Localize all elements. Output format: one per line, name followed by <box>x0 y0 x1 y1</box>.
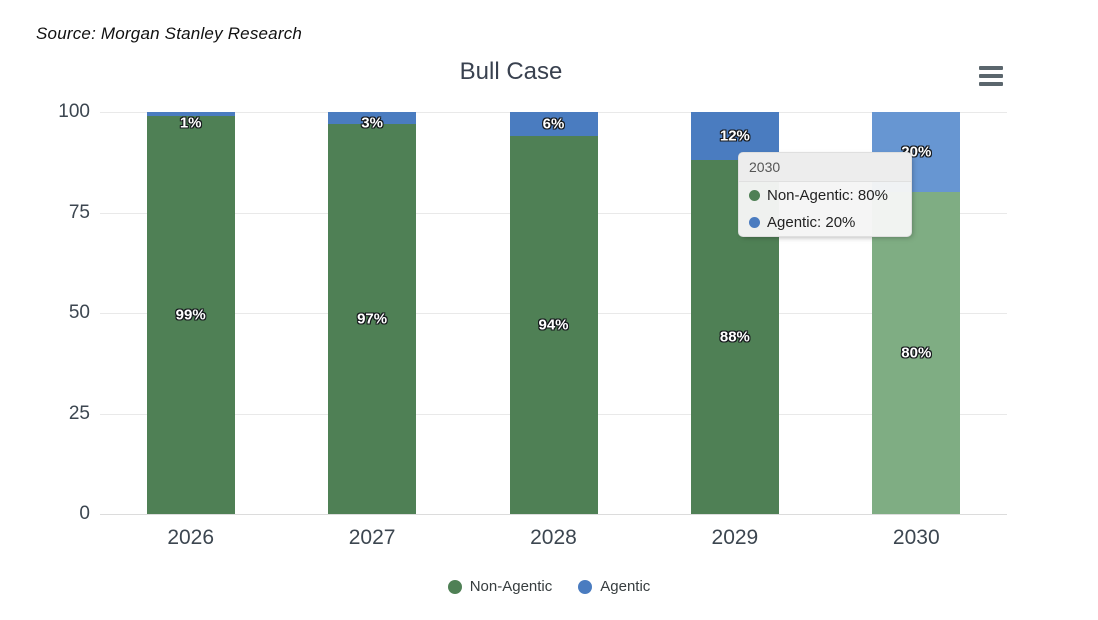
bar-segment-non-agentic[interactable] <box>872 192 961 514</box>
bar-2028[interactable]: 94% 6% <box>509 112 598 514</box>
x-tick-label: 2029 <box>711 526 759 549</box>
bar-segment-non-agentic[interactable] <box>328 124 417 514</box>
y-tick-label: 100 <box>58 101 90 122</box>
x-tick-label: 2028 <box>530 526 577 549</box>
y-tick-label: 25 <box>68 402 90 424</box>
data-label-agentic: 1% <box>179 114 202 132</box>
bar-segment-agentic[interactable] <box>509 112 598 137</box>
data-label-non-agentic: 99% <box>175 306 206 324</box>
legend-dot-icon <box>578 579 593 594</box>
x-tick-label: 2030 <box>892 526 940 549</box>
legend-label: Agentic <box>600 578 651 595</box>
legend-label: Non-Agentic <box>469 578 553 595</box>
bar-2029[interactable]: 88% 12% <box>690 112 779 514</box>
tooltip-row-text: Agentic: 20% <box>767 214 856 231</box>
source-note: Source: Morgan Stanley Research <box>36 24 303 43</box>
x-tick-label: 2026 <box>167 526 215 549</box>
data-label-non-agentic: 97% <box>357 310 388 328</box>
bar-segment-agentic[interactable] <box>146 112 235 117</box>
legend-item-agentic[interactable]: Agentic <box>578 578 650 595</box>
data-label-non-agentic: 88% <box>719 328 750 346</box>
data-label-non-agentic: 94% <box>538 316 569 334</box>
chart-title: Bull Case <box>459 58 563 85</box>
hamburger-menu-icon[interactable] <box>979 66 1003 86</box>
data-label-agentic: 12% <box>719 127 750 145</box>
tooltip-series-dot-icon <box>749 190 760 201</box>
legend-dot-icon <box>447 579 462 594</box>
hamburger-bar <box>979 66 1003 70</box>
tooltip: 2030 Non-Agentic: 80% Agentic: 20% <box>738 152 912 237</box>
data-label-non-agentic: 80% <box>901 344 932 362</box>
tooltip-series-dot-icon <box>749 217 760 228</box>
hamburger-bar <box>979 82 1003 86</box>
y-tick-label: 75 <box>68 201 90 223</box>
bar-2027[interactable]: 97% 3% <box>328 112 417 514</box>
bar-segment-agentic[interactable] <box>328 112 417 125</box>
bar-2026[interactable]: 99% 1% <box>146 112 235 514</box>
x-tick-label: 2027 <box>348 526 396 549</box>
data-label-agentic: 3% <box>361 114 383 132</box>
legend: Non-Agentic Agentic <box>0 578 1098 595</box>
bar-segment-non-agentic[interactable] <box>509 136 598 514</box>
legend-item-non-agentic[interactable]: Non-Agentic <box>447 578 553 595</box>
y-tick-label: 50 <box>68 302 90 323</box>
hamburger-bar <box>979 74 1003 78</box>
bar-segment-non-agentic[interactable] <box>146 116 235 514</box>
y-tick-label: 0 <box>79 503 90 524</box>
tooltip-row: Agentic: 20% <box>739 209 911 236</box>
tooltip-title: 2030 <box>739 153 911 182</box>
tooltip-row-text: Non-Agentic: 80% <box>767 187 888 204</box>
data-label-agentic: 6% <box>542 115 565 133</box>
tooltip-row: Non-Agentic: 80% <box>739 182 911 209</box>
